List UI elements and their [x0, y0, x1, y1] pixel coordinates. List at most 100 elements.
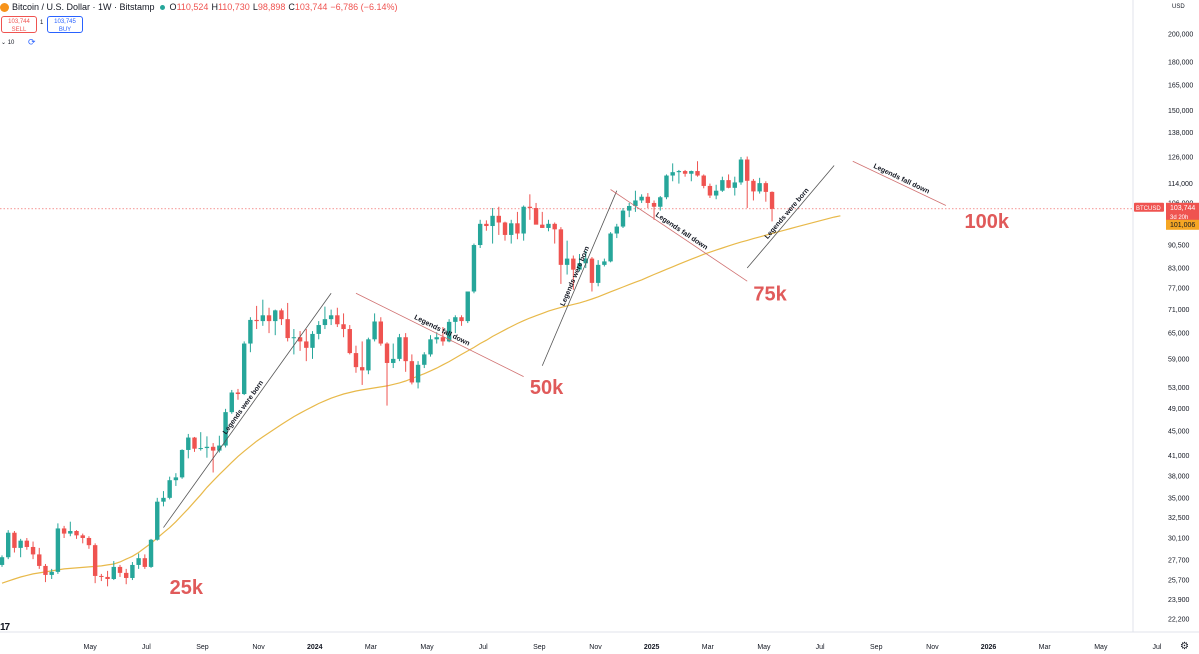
candle-body[interactable] — [583, 258, 588, 264]
candle-body[interactable] — [322, 319, 328, 326]
candle-body[interactable] — [564, 258, 570, 265]
candle-body[interactable] — [639, 196, 644, 201]
candle-body[interactable] — [341, 324, 346, 330]
candle-body[interactable] — [558, 229, 564, 265]
candle-body[interactable] — [217, 445, 222, 451]
candle-body[interactable] — [664, 175, 669, 198]
candle-body[interactable] — [359, 367, 365, 371]
candle-body[interactable] — [285, 319, 290, 339]
candle-body[interactable] — [92, 545, 98, 576]
candle-body[interactable] — [335, 315, 340, 325]
candle-body[interactable] — [37, 554, 42, 566]
gear-icon[interactable]: ⚙ — [1180, 641, 1189, 652]
candle-body[interactable] — [30, 546, 36, 555]
candle-body[interactable] — [434, 337, 439, 340]
candle-body[interactable] — [453, 317, 458, 322]
candle-body[interactable] — [763, 183, 769, 192]
sell-button[interactable]: 103,744 SELL — [1, 16, 37, 33]
candle-body[interactable] — [589, 258, 595, 283]
candle-body[interactable] — [49, 571, 54, 575]
candle-body[interactable] — [55, 528, 61, 572]
candle-body[interactable] — [229, 392, 234, 413]
candle-body[interactable] — [372, 321, 377, 340]
candle-body[interactable] — [74, 531, 79, 536]
candle-body[interactable] — [546, 223, 551, 228]
candle-body[interactable] — [254, 319, 259, 322]
candle-body[interactable] — [210, 446, 216, 451]
trend-line[interactable] — [541, 190, 618, 366]
trend-line[interactable] — [610, 189, 748, 282]
candle-body[interactable] — [124, 572, 129, 578]
candle-body[interactable] — [86, 537, 92, 546]
candle-body[interactable] — [627, 205, 632, 211]
candle-body[interactable] — [167, 480, 172, 498]
candle-body[interactable] — [105, 576, 110, 580]
candle-body[interactable] — [446, 321, 452, 342]
candle-body[interactable] — [204, 446, 210, 449]
candle-body[interactable] — [148, 539, 154, 567]
indicator-toggle[interactable]: ⌄ 10 — [1, 40, 15, 46]
candle-body[interactable] — [440, 337, 446, 342]
candle-body[interactable] — [198, 448, 203, 450]
symbol-title[interactable]: Bitcoin / U.S. Dollar · 1W · Bitstamp — [12, 2, 155, 12]
candle-body[interactable] — [620, 210, 626, 227]
trend-line[interactable] — [746, 165, 835, 269]
candle-body[interactable] — [248, 319, 253, 344]
candle-body[interactable] — [297, 337, 303, 342]
candle-body[interactable] — [670, 172, 675, 176]
candle-body[interactable] — [260, 315, 266, 322]
candle-body[interactable] — [490, 215, 495, 227]
candle-body[interactable] — [136, 558, 141, 565]
candle-body[interactable] — [111, 566, 116, 580]
candle-body[interactable] — [496, 215, 501, 223]
candle-body[interactable] — [608, 233, 613, 262]
candle-body[interactable] — [571, 258, 576, 270]
candle-body[interactable] — [12, 532, 17, 548]
candle-body[interactable] — [0, 557, 5, 565]
candle-body[interactable] — [291, 337, 297, 339]
candle-body[interactable] — [738, 159, 744, 183]
candle-body[interactable] — [645, 196, 651, 203]
candle-body[interactable] — [751, 180, 756, 192]
candle-body[interactable] — [130, 564, 135, 578]
candle-body[interactable] — [384, 343, 390, 363]
candle-body[interactable] — [595, 264, 601, 283]
candle-body[interactable] — [745, 159, 750, 181]
candle-body[interactable] — [459, 317, 464, 322]
candle-body[interactable] — [540, 224, 545, 228]
candle-body[interactable] — [155, 501, 160, 540]
candle-body[interactable] — [223, 412, 228, 446]
candle-body[interactable] — [726, 180, 731, 188]
candle-body[interactable] — [577, 263, 582, 270]
candle-body[interactable] — [241, 343, 247, 395]
candle-body[interactable] — [695, 171, 700, 176]
candle-body[interactable] — [465, 291, 470, 322]
candle-body[interactable] — [99, 575, 104, 577]
candle-body[interactable] — [484, 223, 489, 227]
currency-label[interactable]: USD — [1172, 4, 1185, 10]
candle-body[interactable] — [353, 353, 359, 368]
candle-body[interactable] — [409, 361, 415, 383]
candle-body[interactable] — [701, 175, 706, 186]
candle-body[interactable] — [192, 437, 197, 449]
refresh-icon[interactable]: ⟳ — [28, 37, 36, 47]
candle-body[interactable] — [502, 222, 508, 235]
candle-body[interactable] — [769, 191, 775, 209]
candle-body[interactable] — [552, 223, 557, 230]
candle-body[interactable] — [757, 183, 762, 192]
candle-body[interactable] — [273, 310, 278, 322]
candle-body[interactable] — [397, 337, 402, 359]
candle-body[interactable] — [235, 392, 241, 395]
candle-body[interactable] — [24, 540, 30, 547]
candle-body[interactable] — [68, 531, 73, 534]
candle-body[interactable] — [689, 171, 694, 174]
candle-body[interactable] — [316, 325, 321, 334]
candle-body[interactable] — [713, 190, 719, 196]
candle-body[interactable] — [614, 226, 619, 234]
candle-body[interactable] — [18, 540, 23, 548]
candle-body[interactable] — [515, 223, 520, 234]
candle-body[interactable] — [403, 337, 408, 362]
candle-body[interactable] — [732, 182, 737, 188]
candle-body[interactable] — [43, 565, 48, 575]
tradingview-logo[interactable]: 17 — [0, 622, 10, 633]
